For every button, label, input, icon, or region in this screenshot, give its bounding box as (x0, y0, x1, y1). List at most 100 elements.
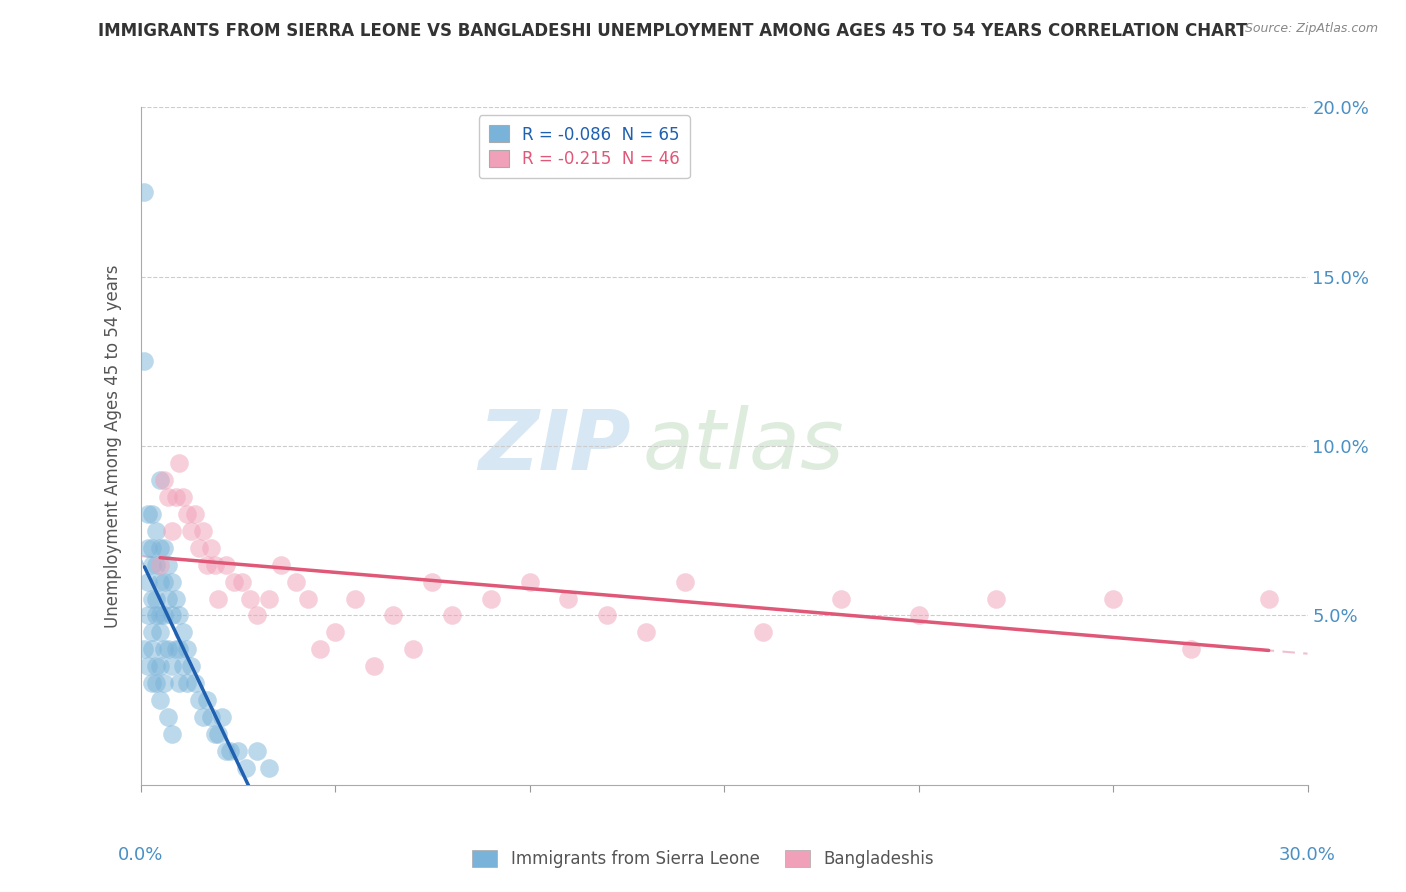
Point (191, 524, 214, 538)
Text: Source: ZipAtlas.com: Source: ZipAtlas.com (1244, 22, 1378, 36)
Point (156, 490, 179, 504)
Point (141, 507, 163, 521)
Point (238, 591, 260, 606)
Point (138, 507, 160, 521)
Point (165, 490, 187, 504)
Point (235, 761, 257, 775)
Text: IMMIGRANTS FROM SIERRA LEONE VS BANGLADESHI UNEMPLOYMENT AMONG AGES 45 TO 54 YEA: IMMIGRANTS FROM SIERRA LEONE VS BANGLADE… (98, 22, 1247, 40)
Point (257, 591, 280, 606)
Point (986, 591, 1008, 606)
Point (1257, 591, 1279, 606)
Point (156, 558, 179, 572)
Point (153, 473, 176, 487)
Point (145, 608, 167, 623)
Point (204, 727, 226, 741)
Point (257, 761, 280, 775)
Point (636, 625, 658, 640)
Point (169, 456, 191, 470)
Point (156, 591, 179, 606)
Point (184, 507, 207, 521)
Point (145, 676, 167, 690)
Point (184, 676, 207, 690)
Point (204, 558, 226, 572)
Point (169, 608, 191, 623)
Point (153, 642, 176, 657)
Point (363, 659, 385, 673)
Point (149, 574, 172, 589)
Point (215, 744, 238, 758)
Point (231, 574, 253, 589)
Point (149, 541, 172, 555)
Point (382, 608, 405, 623)
Point (141, 558, 163, 572)
Point (153, 541, 176, 555)
Y-axis label: Unemployment Among Ages 45 to 54 years: Unemployment Among Ages 45 to 54 years (104, 264, 122, 628)
Point (172, 490, 194, 504)
Text: 30.0%: 30.0% (1279, 846, 1336, 864)
Point (200, 541, 222, 555)
Point (145, 524, 167, 538)
Point (145, 591, 167, 606)
Point (160, 727, 183, 741)
Point (176, 507, 198, 521)
Point (149, 625, 172, 640)
Point (153, 676, 176, 690)
Point (138, 608, 160, 623)
Point (165, 591, 187, 606)
Point (188, 541, 211, 555)
Point (145, 659, 167, 673)
Point (141, 625, 163, 640)
Point (246, 744, 269, 758)
Point (160, 608, 183, 623)
Point (752, 625, 775, 640)
Point (557, 591, 579, 606)
Point (907, 608, 929, 623)
Point (138, 574, 160, 589)
Point (134, 354, 156, 368)
Point (160, 524, 183, 538)
Point (134, 642, 156, 657)
Point (440, 608, 463, 623)
Point (191, 710, 214, 724)
Point (153, 574, 176, 589)
Point (1180, 642, 1202, 657)
Point (830, 591, 852, 606)
Point (222, 574, 245, 589)
Point (246, 608, 269, 623)
Point (172, 625, 194, 640)
Point (211, 710, 233, 724)
Point (141, 541, 163, 555)
Text: 0.0%: 0.0% (118, 846, 163, 864)
Point (323, 625, 346, 640)
Point (270, 558, 292, 572)
Point (176, 642, 198, 657)
Point (156, 710, 179, 724)
Point (165, 642, 187, 657)
Point (215, 558, 238, 572)
Point (149, 659, 172, 673)
Legend: Immigrants from Sierra Leone, Bangladeshis: Immigrants from Sierra Leone, Bangladesh… (465, 843, 941, 875)
Point (285, 574, 308, 589)
Point (207, 727, 229, 741)
Point (219, 744, 242, 758)
Point (160, 659, 183, 673)
Point (188, 693, 211, 707)
Point (180, 659, 202, 673)
Point (169, 676, 191, 690)
Point (176, 676, 198, 690)
Point (673, 574, 696, 589)
Point (169, 642, 191, 657)
Point (149, 473, 172, 487)
Point (479, 591, 502, 606)
Point (402, 642, 425, 657)
Point (141, 676, 163, 690)
Point (138, 659, 160, 673)
Point (138, 541, 160, 555)
Point (153, 608, 176, 623)
Point (207, 591, 229, 606)
Point (149, 693, 172, 707)
Point (200, 710, 222, 724)
Point (134, 185, 156, 199)
Point (343, 591, 366, 606)
Point (149, 558, 172, 572)
